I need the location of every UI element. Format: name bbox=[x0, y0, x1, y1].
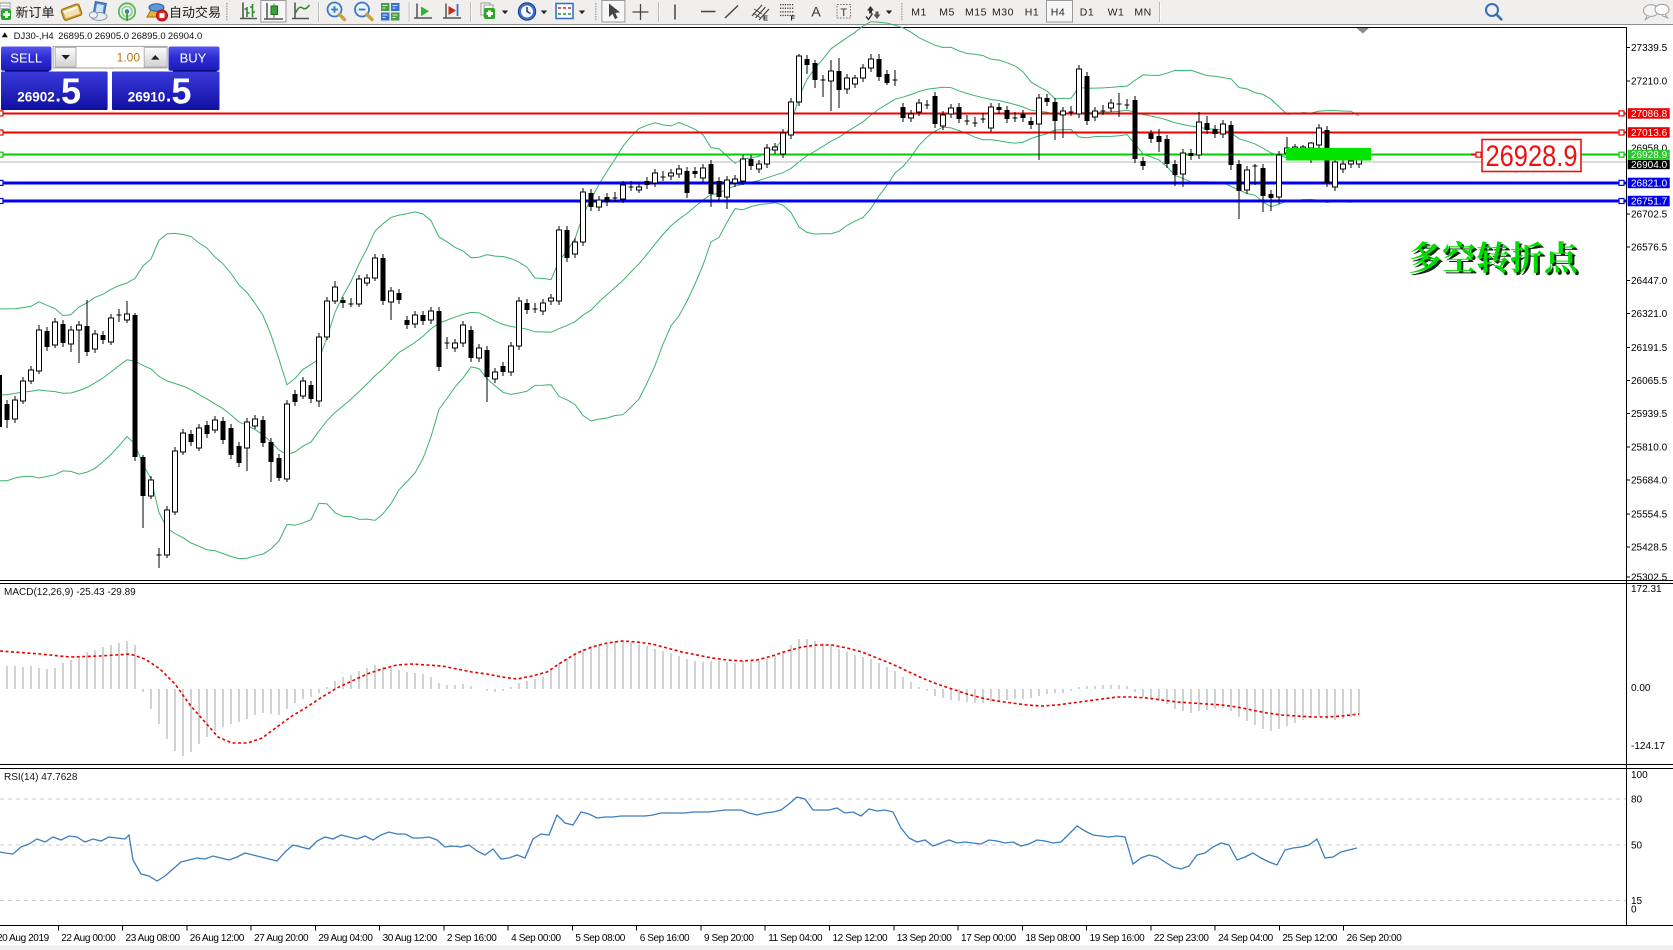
svg-text:BUY: BUY bbox=[180, 51, 207, 66]
svg-text:26905.0: 26905.0 bbox=[95, 31, 129, 42]
svg-text:27210.0: 27210.0 bbox=[1631, 77, 1668, 88]
svg-text:M5: M5 bbox=[939, 7, 955, 19]
svg-text:11 Sep 04:00: 11 Sep 04:00 bbox=[768, 933, 823, 944]
svg-text:17 Sep 00:00: 17 Sep 00:00 bbox=[961, 933, 1017, 944]
svg-text:H1: H1 bbox=[1025, 7, 1039, 19]
svg-text:26928.9: 26928.9 bbox=[1631, 150, 1668, 161]
svg-text:5: 5 bbox=[61, 71, 81, 112]
svg-text:D1: D1 bbox=[1080, 7, 1094, 19]
svg-text:25302.5: 25302.5 bbox=[1631, 573, 1668, 584]
svg-text:25554.5: 25554.5 bbox=[1631, 510, 1668, 521]
svg-text:A: A bbox=[811, 4, 821, 20]
svg-text:26895.0: 26895.0 bbox=[131, 31, 165, 42]
svg-text:29 Aug 04:00: 29 Aug 04:00 bbox=[318, 933, 373, 944]
svg-text:26910: 26910 bbox=[128, 90, 166, 105]
svg-text:22 Sep 23:00: 22 Sep 23:00 bbox=[1154, 933, 1210, 944]
svg-text:26 Sep 20:00: 26 Sep 20:00 bbox=[1347, 933, 1403, 944]
svg-text:15: 15 bbox=[1631, 896, 1643, 907]
svg-text:22 Aug 00:00: 22 Aug 00:00 bbox=[61, 933, 116, 944]
svg-text:27339.5: 27339.5 bbox=[1631, 43, 1668, 54]
svg-text:26958.0: 26958.0 bbox=[1631, 144, 1668, 155]
svg-text:RSI(14) 47.7628: RSI(14) 47.7628 bbox=[4, 772, 78, 783]
svg-text:DJ30-,H4: DJ30-,H4 bbox=[14, 31, 54, 42]
svg-text:4 Sep 00:00: 4 Sep 00:00 bbox=[511, 933, 561, 944]
svg-text:27086.8: 27086.8 bbox=[1631, 109, 1668, 120]
svg-text:27013.6: 27013.6 bbox=[1631, 128, 1668, 139]
svg-text:27 Aug 20:00: 27 Aug 20:00 bbox=[254, 933, 309, 944]
svg-text:25684.0: 25684.0 bbox=[1631, 476, 1668, 487]
svg-text:26702.5: 26702.5 bbox=[1631, 209, 1668, 220]
svg-text:24 Sep 04:00: 24 Sep 04:00 bbox=[1218, 933, 1274, 944]
svg-text:30 Aug 12:00: 30 Aug 12:00 bbox=[383, 933, 438, 944]
svg-text:80: 80 bbox=[1631, 795, 1643, 806]
svg-text:23 Aug 08:00: 23 Aug 08:00 bbox=[126, 933, 181, 944]
svg-text:26065.5: 26065.5 bbox=[1631, 376, 1668, 387]
svg-text:100: 100 bbox=[1631, 770, 1648, 781]
svg-text:5 Sep 08:00: 5 Sep 08:00 bbox=[575, 933, 625, 944]
svg-text:E: E bbox=[763, 14, 768, 23]
svg-text:26191.5: 26191.5 bbox=[1631, 343, 1668, 354]
svg-text:W1: W1 bbox=[1108, 7, 1125, 19]
svg-text:26902: 26902 bbox=[17, 90, 55, 105]
svg-text:19 Sep 16:00: 19 Sep 16:00 bbox=[1090, 933, 1146, 944]
svg-text:26321.0: 26321.0 bbox=[1631, 309, 1668, 320]
svg-text:25 Sep 12:00: 25 Sep 12:00 bbox=[1282, 933, 1338, 944]
svg-text:12 Sep 12:00: 12 Sep 12:00 bbox=[833, 933, 889, 944]
svg-text:26928.9: 26928.9 bbox=[1486, 140, 1578, 173]
svg-text:5: 5 bbox=[171, 71, 191, 112]
svg-text:26821.0: 26821.0 bbox=[1631, 178, 1668, 189]
svg-text:26447.0: 26447.0 bbox=[1631, 276, 1668, 287]
svg-text:MN: MN bbox=[1134, 7, 1151, 19]
svg-text:MACD(12,26,9) -25.43 -29.89: MACD(12,26,9) -25.43 -29.89 bbox=[4, 587, 136, 598]
svg-text:25810.0: 25810.0 bbox=[1631, 443, 1668, 454]
svg-text:18 Sep 08:00: 18 Sep 08:00 bbox=[1025, 933, 1081, 944]
svg-text:50: 50 bbox=[1631, 841, 1643, 852]
svg-text:13 Sep 20:00: 13 Sep 20:00 bbox=[897, 933, 953, 944]
svg-text:M1: M1 bbox=[911, 7, 927, 19]
svg-text:26904.0: 26904.0 bbox=[168, 31, 202, 42]
svg-text:26576.5: 26576.5 bbox=[1631, 242, 1668, 253]
svg-text:9 Sep 20:00: 9 Sep 20:00 bbox=[704, 933, 754, 944]
svg-text:.: . bbox=[56, 86, 61, 107]
svg-text:26751.7: 26751.7 bbox=[1631, 197, 1668, 208]
svg-text:H4: H4 bbox=[1051, 7, 1065, 19]
svg-text:26 Aug 12:00: 26 Aug 12:00 bbox=[190, 933, 245, 944]
svg-text:T: T bbox=[840, 7, 847, 19]
svg-text:SELL: SELL bbox=[10, 51, 42, 66]
svg-text:26895.0: 26895.0 bbox=[58, 31, 92, 42]
svg-text:-124.17: -124.17 bbox=[1631, 741, 1665, 752]
svg-text:0.00: 0.00 bbox=[1631, 683, 1651, 694]
svg-text:172.31: 172.31 bbox=[1631, 584, 1662, 595]
svg-text:26904.0: 26904.0 bbox=[1631, 160, 1668, 171]
svg-text:25428.5: 25428.5 bbox=[1631, 542, 1668, 553]
svg-text:0: 0 bbox=[1631, 905, 1637, 916]
svg-text:2 Sep 16:00: 2 Sep 16:00 bbox=[447, 933, 497, 944]
svg-text:M30: M30 bbox=[992, 7, 1014, 19]
svg-text:6 Sep 16:00: 6 Sep 16:00 bbox=[640, 933, 690, 944]
svg-text:M15: M15 bbox=[965, 7, 987, 19]
svg-text:25939.5: 25939.5 bbox=[1631, 409, 1668, 420]
svg-text:1.00: 1.00 bbox=[117, 51, 141, 65]
svg-text:F: F bbox=[791, 14, 796, 23]
svg-text:.: . bbox=[166, 86, 171, 107]
svg-text:20 Aug 2019: 20 Aug 2019 bbox=[0, 933, 50, 944]
